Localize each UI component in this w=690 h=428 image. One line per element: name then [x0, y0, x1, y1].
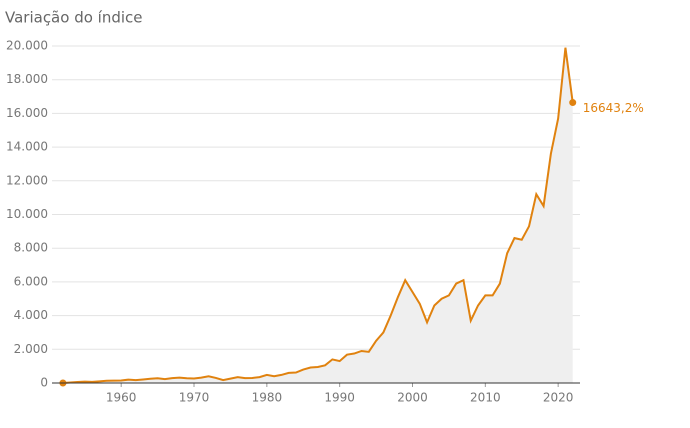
x-tick-label: 1990 [324, 391, 355, 405]
y-tick-label: 14.000 [6, 140, 48, 154]
y-tick-label: 4.000 [14, 308, 48, 322]
x-tick-label: 2010 [470, 391, 501, 405]
y-tick-label: 20.000 [6, 39, 48, 53]
x-tick-label: 2000 [397, 391, 428, 405]
x-tick-label: 1970 [179, 391, 210, 405]
y-tick-label: 10.000 [6, 207, 48, 221]
end-label: 16643,2% [583, 101, 644, 115]
y-tick-label: 0 [40, 376, 48, 390]
y-tick-label: 18.000 [6, 72, 48, 86]
y-tick-label: 8.000 [14, 241, 48, 255]
y-tick-label: 16.000 [6, 106, 48, 120]
area [62, 47, 573, 384]
y-tick-label: 2.000 [14, 342, 48, 356]
chart-title: Variação do índice [5, 9, 143, 27]
x-tick-label: 1980 [252, 391, 283, 405]
line [62, 47, 574, 384]
end-dot [569, 99, 577, 107]
y-tick-label: 12.000 [6, 173, 48, 187]
x-tick-label: 2020 [543, 391, 574, 405]
x-tick-label: 1960 [106, 391, 137, 405]
y-tick-label: 6.000 [14, 274, 48, 288]
